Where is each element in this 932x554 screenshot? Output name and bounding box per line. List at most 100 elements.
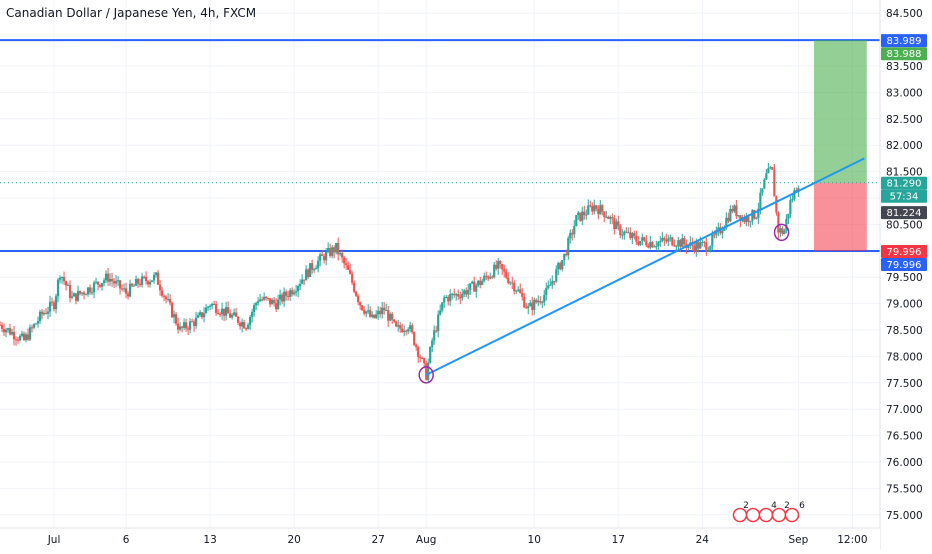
candle-up xyxy=(755,217,758,219)
candle-down xyxy=(229,313,232,318)
price-tick-label: 75.500 xyxy=(886,483,923,495)
candle-up xyxy=(221,308,224,315)
candle-down xyxy=(487,276,490,279)
candle-down xyxy=(357,296,360,303)
candle-down xyxy=(243,321,246,329)
candle-down xyxy=(383,307,386,311)
candle-down xyxy=(219,314,222,316)
candle-down xyxy=(589,205,592,207)
candle-down xyxy=(571,232,574,235)
candles xyxy=(0,162,800,383)
candle-up xyxy=(443,297,446,303)
candle-down xyxy=(411,325,414,333)
candle-down xyxy=(144,276,148,282)
time-tick-label: 17 xyxy=(612,534,625,546)
candle-up xyxy=(431,340,434,348)
candle-up xyxy=(789,200,792,214)
time-tick-label: Jul xyxy=(47,534,61,546)
candle-down xyxy=(363,309,366,314)
candle-up xyxy=(58,277,62,280)
long-position-tool[interactable] xyxy=(0,40,880,252)
candle-up xyxy=(469,283,472,290)
candle-down xyxy=(110,278,114,282)
candle-down xyxy=(643,237,646,241)
price-axis[interactable] xyxy=(880,0,932,550)
highlight-circles[interactable] xyxy=(418,223,790,384)
candle-down xyxy=(227,307,230,314)
highlight-circle[interactable] xyxy=(418,366,434,384)
candle-up xyxy=(365,311,368,314)
price-tick-label: 79.500 xyxy=(886,272,923,284)
price-label-badge xyxy=(881,176,927,190)
candle-up xyxy=(263,296,266,300)
candle-up xyxy=(695,242,698,252)
candle-up xyxy=(182,322,186,328)
candle-up xyxy=(545,287,548,296)
candle-up xyxy=(247,324,250,329)
price-labels: 83.989 83.988 81.290 57:34 81.224 79.996 79.99… xyxy=(881,34,927,272)
candle-up xyxy=(769,167,772,169)
candle-up xyxy=(371,314,374,317)
horizontal-levels[interactable] xyxy=(0,39,880,253)
candle-down xyxy=(663,237,666,240)
candle-down xyxy=(267,298,270,300)
time-tick-label: 24 xyxy=(696,534,710,546)
candle-down xyxy=(387,310,390,321)
candle-up xyxy=(585,214,588,216)
candle-up xyxy=(653,246,656,248)
candle-up xyxy=(461,294,464,299)
candle-down xyxy=(64,281,68,286)
candle-down xyxy=(775,196,778,213)
candle-down xyxy=(78,290,82,294)
candle-down xyxy=(62,277,66,282)
candle-down xyxy=(237,316,240,323)
candle-up xyxy=(455,294,458,296)
candle-down xyxy=(421,358,424,360)
candle-down xyxy=(200,312,204,318)
price-label-text: 83.988 xyxy=(887,49,922,60)
event-marker-icon[interactable] xyxy=(784,507,800,523)
time-axis[interactable] xyxy=(0,528,880,550)
candle-down xyxy=(595,205,598,209)
candle-up xyxy=(397,325,400,327)
candle-up xyxy=(669,237,672,239)
candle-up xyxy=(60,277,64,279)
candle-down xyxy=(98,284,102,287)
candle-down xyxy=(457,294,460,297)
candle-down xyxy=(96,281,100,285)
candle-down xyxy=(321,254,324,256)
candle-down xyxy=(353,282,356,292)
trendline[interactable] xyxy=(425,157,865,376)
candle-down xyxy=(617,221,620,226)
candle-up xyxy=(677,240,680,246)
highlight-circle[interactable] xyxy=(773,223,790,242)
candle-down xyxy=(735,205,738,217)
candle-up xyxy=(763,179,766,189)
candle-down xyxy=(473,281,476,292)
price-tick-label: 82.500 xyxy=(886,114,923,126)
loss-zone[interactable] xyxy=(813,182,867,252)
time-axis-ticks: Jul 6 13 20 27 Aug 10 17 24 Sep 12:00 xyxy=(47,534,868,546)
profit-zone[interactable] xyxy=(813,40,867,183)
candle-up xyxy=(657,242,660,247)
candle-up xyxy=(48,301,52,312)
trendline-line[interactable] xyxy=(425,157,865,376)
candle-up xyxy=(206,306,210,308)
candle-down xyxy=(118,280,122,289)
candle-up xyxy=(733,205,736,212)
candle-up xyxy=(54,296,58,310)
candle-up xyxy=(66,284,70,286)
candle-up xyxy=(271,299,274,305)
candle-down xyxy=(781,228,784,234)
candle-down xyxy=(291,290,294,295)
candle-down xyxy=(341,253,344,258)
candle-up xyxy=(527,306,530,309)
candle-up xyxy=(599,205,602,215)
candle-up xyxy=(711,234,714,247)
candle-down xyxy=(14,339,18,341)
candle-up xyxy=(449,294,452,302)
candle-down xyxy=(601,205,604,212)
